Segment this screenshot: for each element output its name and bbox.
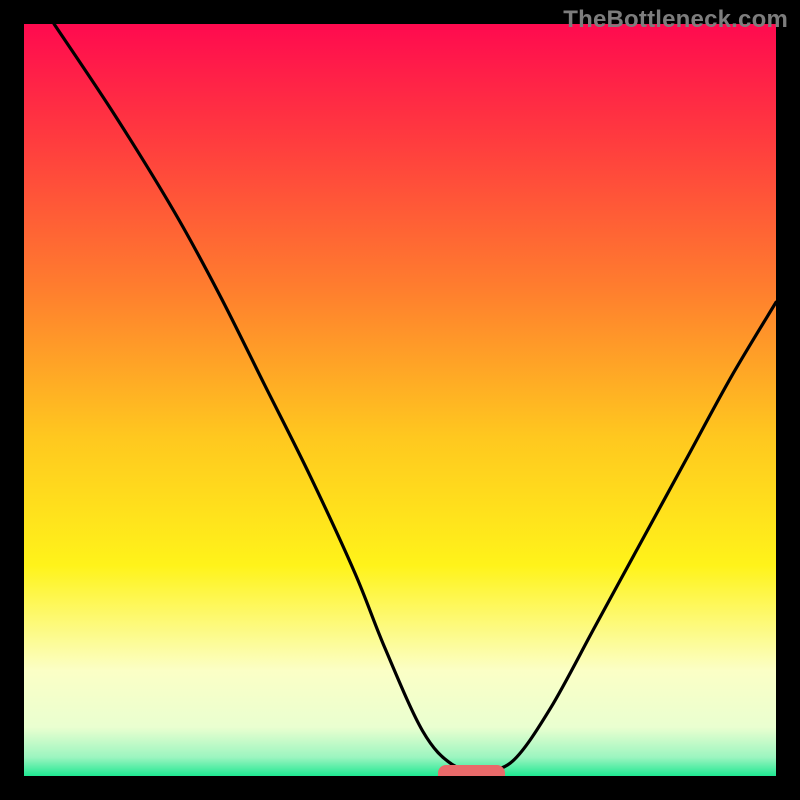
bottleneck-curve (54, 24, 776, 770)
optimum-marker (438, 765, 506, 776)
plot-svg (24, 24, 776, 776)
watermark-text: TheBottleneck.com (563, 6, 788, 34)
plot-area (24, 24, 776, 776)
chart-stage: TheBottleneck.com (0, 0, 800, 800)
